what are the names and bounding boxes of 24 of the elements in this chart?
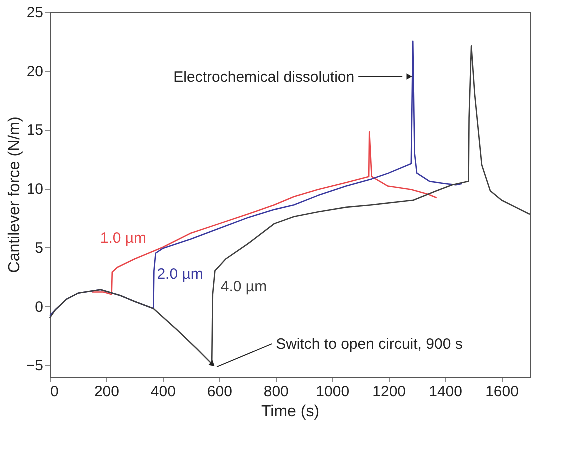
x-tick-label: 0 (50, 384, 59, 400)
y-tick-label: 25 (26, 4, 44, 22)
x-axis-title: Time (s) (261, 404, 320, 420)
x-tick-label: 1200 (372, 384, 406, 400)
x-tick-label: 1600 (486, 384, 519, 400)
line-series (92, 131, 438, 296)
series-label: 4.0 µm (220, 278, 268, 296)
x-tick-label: 400 (150, 384, 176, 400)
x-tick-label: 200 (94, 384, 120, 400)
y-tick-label: 5 (35, 240, 44, 257)
x-tick-label: 1000 (316, 384, 350, 400)
y-tick-label: 10 (26, 181, 44, 198)
y-tick-label: −5 (26, 358, 44, 375)
annotation: Switch to open circuit, 900 s (276, 336, 463, 354)
y-tick-label: 0 (35, 298, 44, 316)
annotation: Electrochemical dissolution (174, 68, 355, 86)
x-tick-label: 600 (207, 384, 232, 400)
x-tick-label: 800 (264, 384, 289, 400)
y-tick-label: 15 (26, 122, 44, 140)
x-tick-label: 1400 (429, 384, 462, 400)
series-label: 2.0 µm (157, 266, 204, 284)
y-axis-title: Cantilever force (N/m) (6, 116, 24, 274)
y-tick-label: 20 (26, 63, 44, 80)
series-label: 1.0 µm (100, 230, 147, 248)
